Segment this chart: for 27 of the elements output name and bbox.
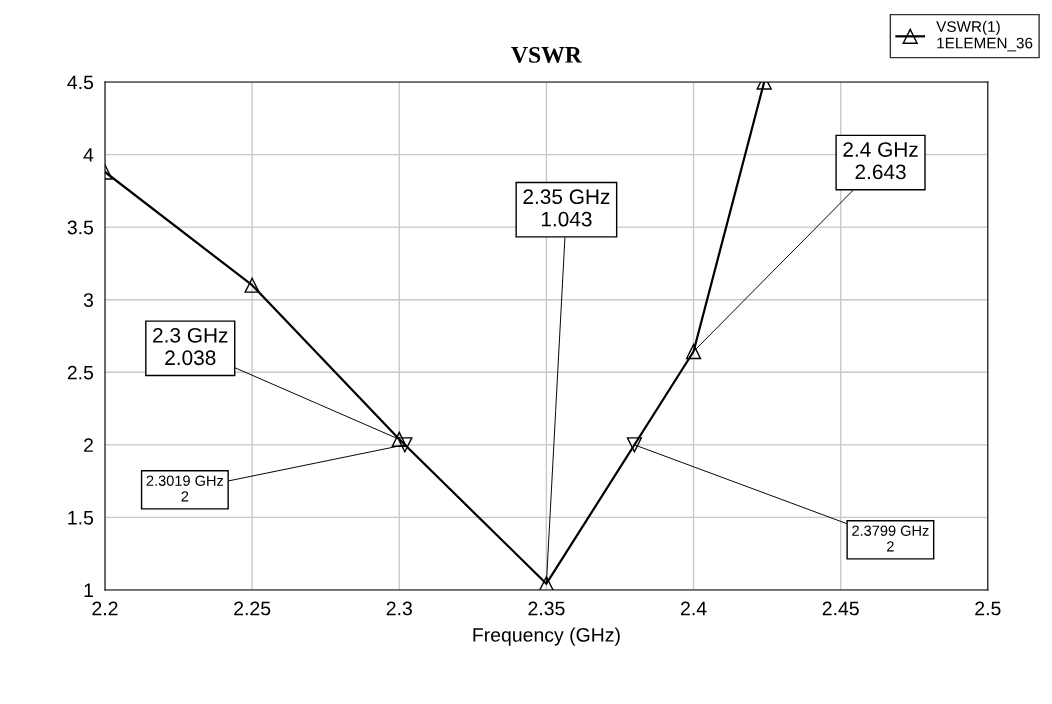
y-tick-label: 2 [84,438,93,452]
x-tick-label: 2.25 [234,601,271,616]
y-tick-label: 3.5 [67,220,94,235]
annotation: 2.3019 GHz 2 [146,475,224,502]
x-axis-title: Frequency (GHz) [473,627,620,646]
x-tick-label: 2.35 [528,601,565,616]
annotation: 2.3 GHz 2.038 [153,327,228,366]
y-tick-label: 3 [83,293,94,307]
x-tick-label: 2.4 [681,601,707,616]
annotation: 2.35 GHz 1.043 [523,189,610,227]
chart-title: VSWR [511,46,583,63]
point [685,343,702,360]
point [391,431,407,447]
point [538,576,555,590]
y-tick-label: 4 [83,148,94,162]
annotation: 2.3799 GHz 2 [852,525,929,552]
y-tick-label: 4.5 [67,75,94,90]
x-tick-label: 2.45 [822,601,859,616]
x-tick-label: 2.2 [92,601,118,616]
x-tick-label: 2.3 [386,601,412,616]
x-tick-label: 2.5 [975,601,1001,616]
point [244,277,260,293]
annotation: 2.4 GHz 2.643 [843,142,918,180]
y-tick-label: 2.5 [67,365,94,380]
y-tick-label: 1 [84,583,93,597]
legend-label: VSWR(1) 1ELEMEN_36 [936,20,1033,52]
y-tick-label: 1.5 [68,511,94,525]
